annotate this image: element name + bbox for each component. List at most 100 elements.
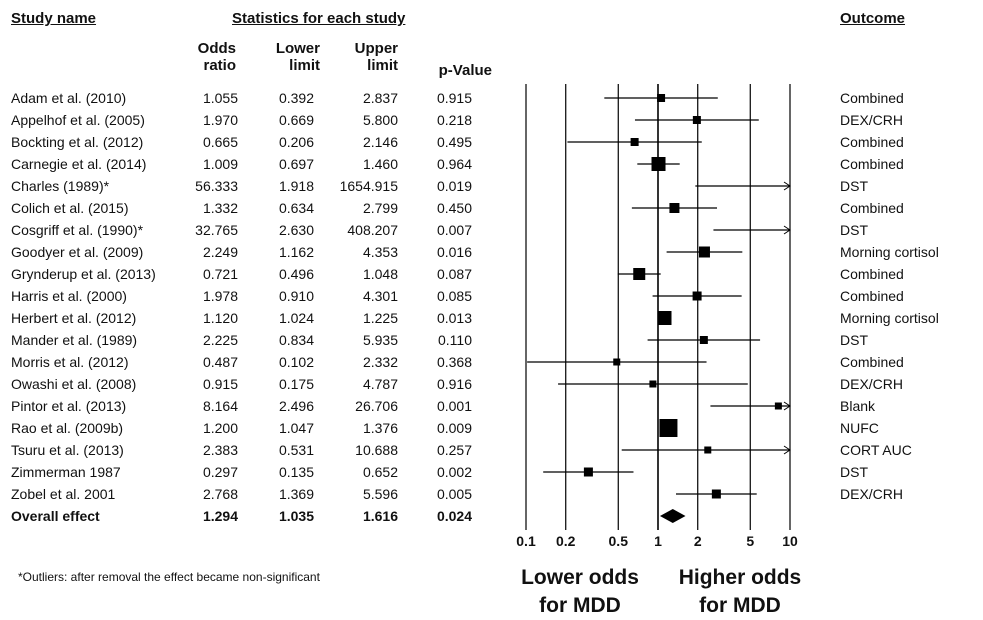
point-estimate <box>698 246 710 258</box>
study-name: Goodyer et al. (2009) <box>11 244 144 260</box>
lower-limit-value: 0.697 <box>278 156 314 172</box>
lower-limit-value: 0.531 <box>278 442 314 458</box>
p-value: 0.016 <box>436 244 472 260</box>
odds-ratio-header-line2: ratio <box>203 57 236 74</box>
outcome-value: Combined <box>840 90 904 106</box>
lower-limit-header-line2: limit <box>289 57 320 74</box>
study-name: Charles (1989)* <box>11 178 110 194</box>
lower-limit-value: 0.175 <box>278 376 314 392</box>
p-value: 0.368 <box>436 354 472 370</box>
table-row: Herbert et al. (2012) 1.120 1.024 1.225 0.01… <box>0 307 983 329</box>
higher-odds-label: Higher odds for MDD <box>660 564 820 620</box>
point-estimate <box>711 489 721 499</box>
study-name: Colich et al. (2015) <box>11 200 129 216</box>
upper-limit-value: 5.935 <box>362 332 398 348</box>
table-row: Adam et al. (2010) 1.055 0.392 2.837 0.915 Co… <box>0 87 983 109</box>
table-row: Carnegie et al. (2014) 1.009 0.697 1.460 0.9… <box>0 153 983 175</box>
study-name: Herbert et al. (2012) <box>11 310 137 326</box>
point-estimate <box>583 467 593 477</box>
outcome-value: DEX/CRH <box>840 486 904 502</box>
odds-ratio-value: 1.978 <box>202 288 238 304</box>
point-estimate <box>613 358 621 366</box>
odds-ratio-value: 32.765 <box>195 222 238 238</box>
table-row: Tsuru et al. (2013) 2.383 0.531 10.688 0.257… <box>0 439 983 461</box>
p-value: 0.916 <box>436 376 472 392</box>
odds-ratio-value: 2.225 <box>202 332 238 348</box>
table-row: Grynderup et al. (2013) 0.721 0.496 1.048 0.… <box>0 263 983 285</box>
p-value: 0.007 <box>436 222 472 238</box>
p-value: 0.257 <box>436 442 472 458</box>
lower-limit-value: 0.206 <box>278 134 314 150</box>
higher-odds-label-line2: for MDD <box>699 594 781 617</box>
outcome-value: DST <box>840 222 868 238</box>
odds-ratio-value: 1.120 <box>202 310 238 326</box>
ci-arrow <box>783 445 791 455</box>
overall-diamond <box>659 509 686 523</box>
odds-ratio-value: 2.249 <box>202 244 238 260</box>
higher-odds-label-line1: Higher odds <box>678 566 802 589</box>
odds-ratio-value: 1.970 <box>202 112 238 128</box>
point-estimate <box>651 157 666 171</box>
outcome-value: CORT AUC <box>840 442 912 458</box>
odds-ratio-value: 2.383 <box>202 442 238 458</box>
odds-ratio-value: 1.200 <box>202 420 238 436</box>
lower-limit-value: 2.496 <box>278 398 314 414</box>
table-row: Rao et al. (2009b) 1.200 1.047 1.376 0.009 NU… <box>0 417 983 439</box>
lower-limit-value: 1.024 <box>278 310 314 326</box>
x-tick-label: 0.2 <box>556 533 576 549</box>
table-row: Mander et al. (1989) 2.225 0.834 5.935 0.110… <box>0 329 983 351</box>
ci-arrow <box>783 401 791 411</box>
lower-limit-value: 0.634 <box>278 200 314 216</box>
odds-ratio-value: 1.009 <box>202 156 238 172</box>
odds-ratio-value: 0.665 <box>202 134 238 150</box>
p-value: 0.009 <box>436 420 472 436</box>
lower-limit-value: 1.035 <box>278 508 314 524</box>
upper-limit-value: 1.460 <box>362 156 398 172</box>
upper-limit-value: 5.596 <box>362 486 398 502</box>
outcome-value: DEX/CRH <box>840 376 904 392</box>
odds-ratio-value: 0.915 <box>202 376 238 392</box>
table-row: Appelhof et al. (2005) 1.970 0.669 5.800 0.2… <box>0 109 983 131</box>
study-name: Pintor et al. (2013) <box>11 398 127 414</box>
point-estimate <box>669 203 680 213</box>
ci-arrow <box>783 181 791 191</box>
upper-limit-value: 0.652 <box>362 464 398 480</box>
table-row: Zobel et al. 2001 2.768 1.369 5.596 0.005 DEX… <box>0 483 983 505</box>
footnote: *Outliers: after removal the effect beca… <box>18 570 320 584</box>
outcome-value: DST <box>840 464 868 480</box>
lower-limit-value: 0.834 <box>278 332 314 348</box>
upper-limit-value: 4.301 <box>362 288 398 304</box>
lower-limit-value: 0.135 <box>278 464 314 480</box>
point-estimate <box>657 94 666 102</box>
odds-ratio-header: Odds ratio <box>180 40 236 74</box>
outcome-value: Combined <box>840 134 904 150</box>
upper-limit-header: Upper limit <box>334 40 398 74</box>
odds-ratio-value: 56.333 <box>195 178 238 194</box>
study-name: Harris et al. (2000) <box>11 288 127 304</box>
upper-limit-value: 1.048 <box>362 266 398 282</box>
outcome-value: Morning cortisol <box>840 244 939 260</box>
x-tick-label: 5 <box>746 533 755 549</box>
outcome-value: Combined <box>840 156 904 172</box>
upper-limit-value: 4.787 <box>362 376 398 392</box>
upper-limit-header-line2: limit <box>367 57 398 74</box>
p-value: 0.019 <box>436 178 472 194</box>
study-name: Bockting et al. (2012) <box>11 134 144 150</box>
outcome-value: Combined <box>840 200 904 216</box>
upper-limit-value: 2.332 <box>362 354 398 370</box>
x-tick-label: 0.1 <box>516 533 536 549</box>
statistics-header: Statistics for each study <box>232 10 406 27</box>
lower-limit-value: 0.102 <box>278 354 314 370</box>
table-row: Pintor et al. (2013) 8.164 2.496 26.706 0.00… <box>0 395 983 417</box>
upper-limit-value: 1.225 <box>362 310 398 326</box>
odds-ratio-header-line1: Odds <box>197 40 236 57</box>
lower-limit-value: 0.496 <box>278 266 314 282</box>
odds-ratio-value: 8.164 <box>202 398 238 414</box>
odds-ratio-value: 1.332 <box>202 200 238 216</box>
study-name: Carnegie et al. (2014) <box>11 156 147 172</box>
table-row: Cosgriff et al. (1990)* 32.765 2.630 408.20… <box>0 219 983 241</box>
upper-limit-value: 1.376 <box>362 420 398 436</box>
point-estimate <box>774 402 782 410</box>
study-name: Overall effect <box>11 508 100 524</box>
